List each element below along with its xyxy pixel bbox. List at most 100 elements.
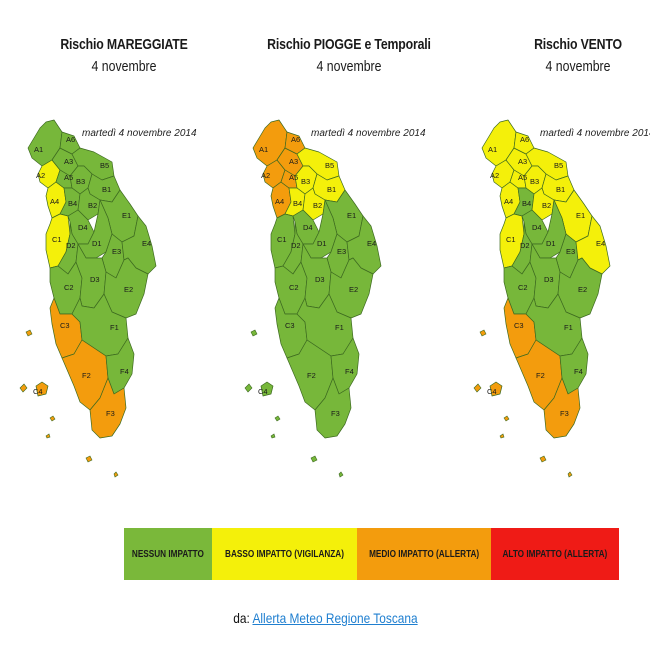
panel-title: Rischio PIOGGE e Temporali	[267, 36, 431, 53]
zone-label-f3: F3	[106, 409, 115, 418]
map-date: martedì 4 novembre 2014	[82, 128, 197, 139]
zone-label-b3: B3	[530, 177, 539, 186]
island-shape	[499, 433, 505, 439]
island-shape	[244, 383, 253, 393]
legend-basso-impatto: BASSO IMPATTO (VIGILANZA)	[211, 528, 357, 580]
zone-label-f2: F2	[307, 371, 316, 380]
zone-f3	[543, 377, 581, 439]
island-shape	[113, 471, 119, 478]
panel-title: Rischio VENTO	[534, 36, 622, 53]
zone-label-a3: A3	[518, 157, 527, 166]
zone-label-b5: B5	[100, 161, 109, 170]
zone-label-c3: C3	[60, 321, 70, 330]
zone-label-a6: A6	[520, 135, 529, 144]
legend-label: NESSUN IMPATTO	[131, 548, 204, 560]
zone-label-e4: E4	[142, 239, 151, 248]
zone-label-e1: E1	[122, 211, 131, 220]
zone-label-c1: C1	[277, 235, 287, 244]
zone-label-b2: B2	[313, 201, 322, 210]
island-shape	[274, 415, 281, 422]
zone-label-b1: B1	[556, 185, 565, 194]
zone-label-f1: F1	[110, 323, 119, 332]
zone-label-a5: A5	[289, 173, 298, 182]
zone-label-b5: B5	[325, 161, 334, 170]
panel-date: 4 novembre	[545, 58, 611, 75]
zone-label-c4: C4	[487, 387, 497, 396]
legend-medio-impatto: MEDIO IMPATTO (ALLERTA)	[356, 528, 492, 580]
legend-alto-impatto: ALTO IMPATTO (ALLERTA)	[491, 528, 619, 580]
panel-mareggiate: Rischio MAREGGIATE 4 novembre martedì 4 …	[16, 0, 232, 500]
zone-label-d2: D2	[291, 241, 301, 250]
island-shape	[45, 433, 51, 439]
zone-label-a6: A6	[66, 135, 75, 144]
zone-label-a4: A4	[50, 197, 59, 206]
zone-label-d3: D3	[544, 275, 554, 284]
credit-prefix: da:	[232, 610, 250, 626]
zone-label-d4: D4	[303, 223, 313, 232]
zone-label-b1: B1	[102, 185, 111, 194]
zone-label-a1: A1	[259, 145, 268, 154]
zone-label-f2: F2	[82, 371, 91, 380]
zone-label-a4: A4	[504, 197, 513, 206]
zone-label-a5: A5	[518, 173, 527, 182]
island-shape	[19, 383, 28, 393]
zone-label-c4: C4	[33, 387, 43, 396]
zone-c4	[260, 381, 274, 397]
zone-label-d2: D2	[66, 241, 76, 250]
island-shape	[310, 455, 318, 463]
map-date: martedì 4 novembre 2014	[540, 128, 650, 139]
zone-label-b3: B3	[76, 177, 85, 186]
zone-label-e1: E1	[347, 211, 356, 220]
zone-label-c2: C2	[289, 283, 299, 292]
zone-label-d4: D4	[532, 223, 542, 232]
zone-label-a1: A1	[488, 145, 497, 154]
zone-label-c1: C1	[506, 235, 516, 244]
zone-f3	[89, 377, 127, 439]
zone-label-f4: F4	[574, 367, 583, 376]
zone-label-e3: E3	[337, 247, 346, 256]
zone-label-d3: D3	[90, 275, 100, 284]
map-date: martedì 4 novembre 2014	[311, 128, 426, 139]
tuscany-map-piogge: A1 A2 A3 A4 A5 A6 B5 B3 B1 B4 B2 C1 D4 E1 D2 D1 E3 E4 C2 D3…	[244, 119, 382, 478]
island-shape	[338, 471, 344, 478]
zone-label-c2: C2	[64, 283, 74, 292]
tuscany-map-mareggiate: A1 A2 A3 A4 A5 A6 B5 B3 B1 B4 B2 C1 D4 E1 D2 D1 E3 E4 C2 D3…	[19, 119, 157, 478]
legend-label: BASSO IMPATTO (VIGILANZA)	[224, 548, 344, 560]
island-shape	[479, 329, 487, 337]
island-shape	[250, 329, 258, 337]
zone-label-e4: E4	[367, 239, 376, 248]
zone-label-b5: B5	[554, 161, 563, 170]
zone-label-c4: C4	[258, 387, 268, 396]
zone-label-b4: B4	[522, 199, 531, 208]
zone-label-a3: A3	[64, 157, 73, 166]
zone-label-a3: A3	[289, 157, 298, 166]
zone-label-a1: A1	[34, 145, 43, 154]
zone-label-b4: B4	[68, 199, 77, 208]
zone-label-b1: B1	[327, 185, 336, 194]
island-shape	[270, 433, 276, 439]
island-shape	[473, 383, 482, 393]
source-credit: da: Allerta Meteo Regione Toscana	[0, 610, 650, 626]
panel-piogge: Rischio PIOGGE e Temporali 4 novembre ma…	[241, 0, 457, 500]
tuscany-map-vento: A1 A2 A3 A4 A5 A6 B5 B3 B1 B4 B2 C1 D4 E1 D2 D1 E3 E4 C2 D3…	[473, 119, 611, 478]
zone-label-c3: C3	[514, 321, 524, 330]
zone-label-f1: F1	[335, 323, 344, 332]
zone-label-d2: D2	[520, 241, 530, 250]
panel-title: Rischio MAREGGIATE	[60, 36, 188, 53]
zone-label-a6: A6	[291, 135, 300, 144]
island-shape	[49, 415, 56, 422]
zone-label-a2: A2	[36, 171, 45, 180]
zone-label-e1: E1	[576, 211, 585, 220]
zone-label-a4: A4	[275, 197, 284, 206]
island-shape	[25, 329, 33, 337]
source-link[interactable]: Allerta Meteo Regione Toscana	[252, 610, 418, 626]
zone-label-f4: F4	[345, 367, 354, 376]
panel-vento: Rischio VENTO 4 novembre martedì 4 novem…	[470, 0, 650, 500]
zone-label-d1: D1	[546, 239, 556, 248]
zone-label-f4: F4	[120, 367, 129, 376]
legend-nessun-impatto: NESSUN IMPATTO	[124, 528, 212, 580]
zone-label-f3: F3	[560, 409, 569, 418]
zone-label-e2: E2	[124, 285, 133, 294]
zone-label-f1: F1	[564, 323, 573, 332]
zone-label-a2: A2	[490, 171, 499, 180]
